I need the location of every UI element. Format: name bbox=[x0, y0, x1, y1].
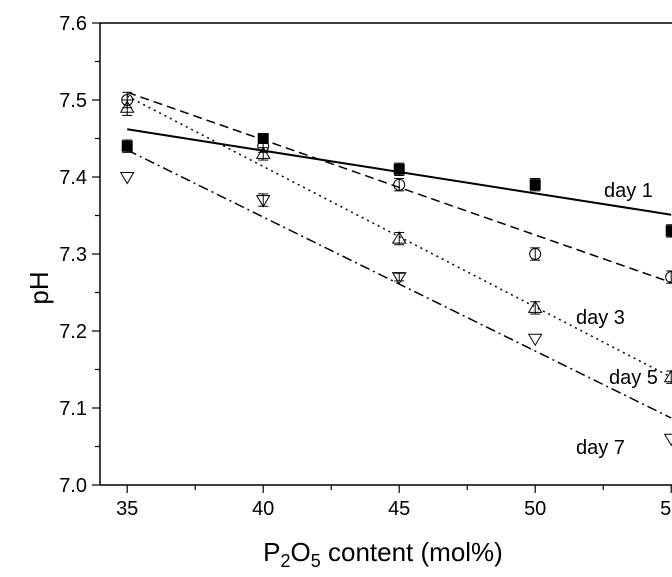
x-tick-label: 40 bbox=[252, 498, 274, 520]
data-point bbox=[391, 231, 407, 244]
data-point bbox=[529, 179, 541, 191]
series-label-day-3: day 3 bbox=[576, 307, 625, 329]
y-tick-label: 7.1 bbox=[59, 398, 87, 420]
x-title-o: O bbox=[291, 537, 311, 567]
x-title-p: P bbox=[263, 537, 280, 567]
x-tick-label: 35 bbox=[116, 498, 138, 520]
data-point bbox=[255, 195, 271, 208]
data-point bbox=[119, 172, 135, 185]
x-tick-label: 50 bbox=[524, 498, 546, 520]
y-axis-title: pH bbox=[24, 271, 54, 304]
x-title-sub-5: 5 bbox=[311, 551, 321, 571]
x-title-sub-2: 2 bbox=[281, 551, 291, 571]
x-tick-label: 55 bbox=[660, 498, 672, 520]
data-point bbox=[393, 178, 406, 191]
y-tick-label: 7.0 bbox=[59, 475, 87, 497]
y-tick-label: 7.2 bbox=[59, 321, 87, 343]
series-label-day-1: day 1 bbox=[604, 180, 653, 202]
y-tick-label: 7.3 bbox=[59, 244, 87, 266]
x-title-rest: content (mol%) bbox=[321, 537, 503, 567]
data-point bbox=[663, 433, 672, 447]
series-day-7 bbox=[119, 172, 672, 447]
x-tick-label: 45 bbox=[388, 498, 410, 520]
y-tick-label: 7.5 bbox=[59, 90, 87, 112]
ticks: 35 40 45 50 55 7.0 7.1 7.2 7.3 7.4 7.5 7.6 bbox=[59, 13, 672, 520]
series-labels: day 1 day 3 day 5 day 7 bbox=[576, 180, 658, 459]
data-point bbox=[393, 163, 405, 175]
x-axis-title: P2O5 content (mol%) bbox=[263, 537, 503, 571]
data-point bbox=[255, 146, 271, 159]
axes bbox=[99, 22, 672, 486]
data-point bbox=[663, 369, 672, 383]
data-point bbox=[119, 100, 135, 113]
series-day-5 bbox=[119, 99, 672, 384]
data-point bbox=[527, 300, 543, 313]
data-points bbox=[119, 91, 672, 447]
data-point bbox=[121, 140, 133, 152]
fit-lines bbox=[126, 91, 672, 419]
series-label-day-7: day 7 bbox=[576, 437, 625, 459]
data-point bbox=[529, 248, 542, 260]
data-point bbox=[665, 271, 672, 284]
data-point bbox=[527, 333, 543, 347]
data-point bbox=[665, 225, 672, 237]
data-point bbox=[391, 272, 407, 285]
y-tick-label: 7.6 bbox=[59, 13, 87, 35]
y-tick-label: 7.4 bbox=[59, 167, 87, 189]
series-day-1 bbox=[121, 133, 672, 238]
series-label-day-5: day 5 bbox=[609, 367, 658, 389]
